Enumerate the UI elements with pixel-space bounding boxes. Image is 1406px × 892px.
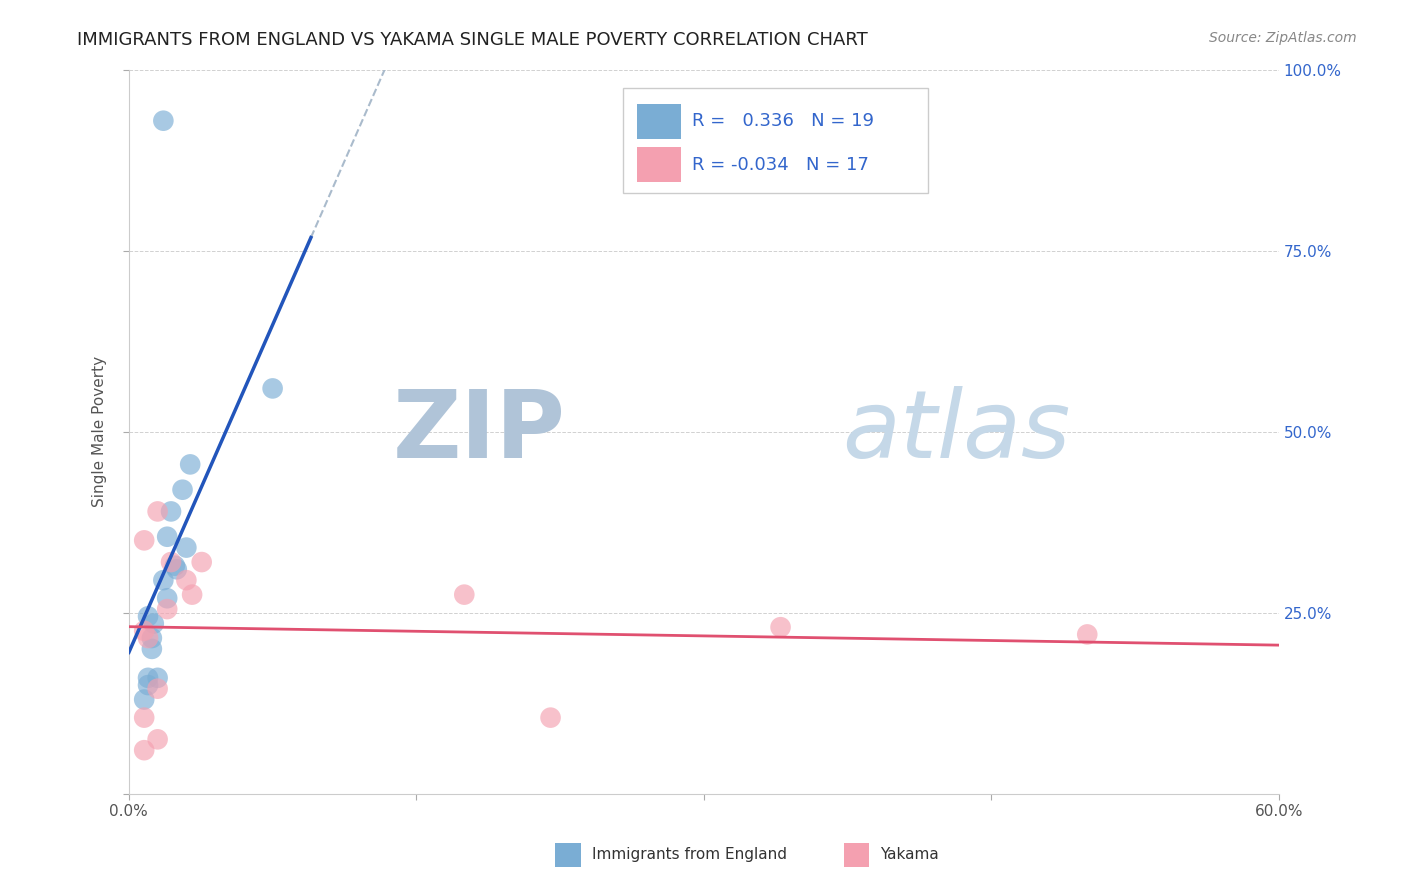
Text: Yakama: Yakama <box>880 847 939 863</box>
Point <box>134 711 156 725</box>
Point <box>136 671 159 685</box>
Bar <box>637 104 681 139</box>
Point <box>142 616 165 631</box>
Point <box>134 743 156 757</box>
Point <box>141 631 163 645</box>
Point <box>136 631 159 645</box>
Point <box>181 588 204 602</box>
Point <box>179 458 201 472</box>
Point <box>136 678 159 692</box>
Text: atlas: atlas <box>842 386 1070 477</box>
Point <box>134 533 156 548</box>
Point <box>540 711 562 725</box>
Point <box>769 620 792 634</box>
Point <box>146 504 169 518</box>
Point <box>262 381 284 395</box>
Point <box>134 692 156 706</box>
Bar <box>637 147 681 182</box>
Text: R =   0.336   N = 19: R = 0.336 N = 19 <box>692 112 875 130</box>
Point <box>190 555 212 569</box>
Point <box>146 671 169 685</box>
Text: Source: ZipAtlas.com: Source: ZipAtlas.com <box>1209 31 1357 45</box>
Point <box>141 641 163 656</box>
Point <box>176 573 198 587</box>
Point <box>146 732 169 747</box>
Point <box>453 588 475 602</box>
Point <box>156 591 179 606</box>
Point <box>156 530 179 544</box>
Text: Immigrants from England: Immigrants from England <box>592 847 787 863</box>
Point <box>134 624 156 638</box>
Point <box>152 113 174 128</box>
Text: R = -0.034   N = 17: R = -0.034 N = 17 <box>692 156 869 174</box>
Point <box>152 573 174 587</box>
Point <box>160 504 183 518</box>
Point <box>136 609 159 624</box>
Text: ZIP: ZIP <box>394 386 565 478</box>
Point <box>146 681 169 696</box>
FancyBboxPatch shape <box>623 88 928 193</box>
Point <box>1076 627 1098 641</box>
Point <box>160 555 183 569</box>
Point <box>172 483 194 497</box>
Point <box>156 602 179 616</box>
Y-axis label: Single Male Poverty: Single Male Poverty <box>93 356 107 508</box>
Text: IMMIGRANTS FROM ENGLAND VS YAKAMA SINGLE MALE POVERTY CORRELATION CHART: IMMIGRANTS FROM ENGLAND VS YAKAMA SINGLE… <box>77 31 868 49</box>
Point <box>176 541 198 555</box>
Point <box>163 558 186 573</box>
Point <box>166 562 188 576</box>
